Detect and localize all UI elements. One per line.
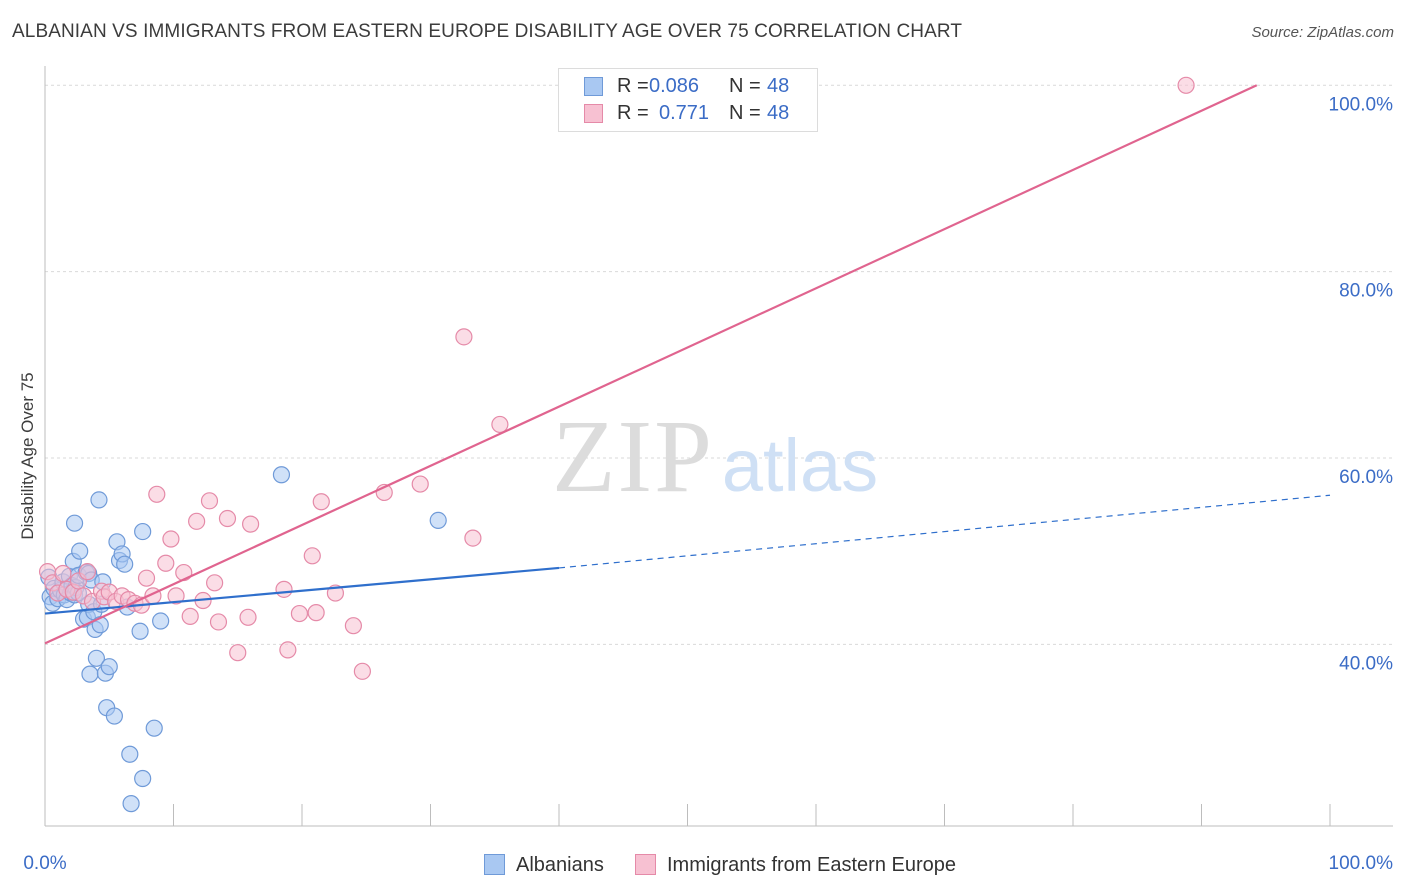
legend-n-label: N = (729, 102, 761, 124)
eastern-europe-point (137, 569, 156, 587)
albanians-point (91, 616, 109, 634)
legend-n-value: 48 (767, 102, 790, 124)
legend-r-value: 0.086 (649, 75, 700, 97)
watermark-atlas: atlas (722, 424, 878, 507)
albanians-point (122, 795, 140, 813)
watermark-zip: ZIP (552, 399, 714, 514)
x-tick-label: 100.0% (1329, 853, 1394, 874)
eastern-europe-trend-line (44, 84, 1258, 645)
eastern-europe-point (455, 328, 473, 346)
legend-swatch-albanians (584, 77, 603, 96)
tick-labels: 40.0% 60.0% 80.0% 100.0% 0.0% 100.0% Disabilit… (18, 94, 1393, 874)
albanians-trend-extension (558, 494, 1331, 569)
eastern-europe-point (353, 662, 371, 680)
albanians-point (152, 612, 170, 630)
albanians-point (429, 511, 447, 530)
x-tick-label: 0.0% (23, 853, 66, 874)
eastern-europe-point (344, 617, 362, 635)
albanians-point (81, 665, 99, 683)
eastern-europe-points (38, 76, 1195, 680)
eastern-europe-point (464, 529, 482, 547)
albanians-point (134, 769, 152, 788)
legend-stats: R = 0.086 N = 48 R = 0.771 N = 48 (558, 68, 818, 132)
eastern-europe-point (162, 530, 180, 548)
eastern-europe-point (157, 554, 175, 572)
legend-label-albanians: Albanians (516, 854, 604, 876)
eastern-europe-point (1177, 76, 1195, 94)
eastern-europe-point (218, 509, 237, 528)
albanians-trend-line (44, 566, 560, 615)
legend-swatch-albanians (484, 854, 505, 875)
legend-swatch-eastern-europe (635, 854, 656, 875)
legend-r-value: 0.771 (659, 102, 710, 124)
albanians-point (100, 658, 118, 676)
source-label: Source: ZipAtlas.com (1251, 24, 1394, 41)
albanians-point (145, 719, 163, 737)
eastern-europe-point (303, 547, 321, 565)
y-tick-label: 60.0% (1339, 467, 1393, 488)
albanians-points (40, 466, 447, 813)
eastern-europe-point (188, 512, 206, 530)
eastern-europe-point (411, 475, 429, 493)
watermark: ZIP atlas (552, 399, 878, 514)
eastern-europe-point (167, 587, 185, 605)
grid-lines (45, 84, 1393, 645)
eastern-europe-point (279, 641, 297, 659)
legend-r-label: R = (617, 102, 649, 124)
eastern-europe-point (239, 608, 257, 626)
y-axis-label: Disability Age Over 75 (18, 372, 37, 539)
eastern-europe-point (209, 613, 228, 631)
y-tick-label: 40.0% (1339, 653, 1393, 674)
eastern-europe-point (181, 607, 199, 625)
legend-n-label: N = (729, 75, 761, 97)
eastern-europe-point (200, 492, 219, 510)
legend-r-label: R = (617, 75, 649, 97)
albanians-point (71, 542, 89, 560)
chart-title: ALBANIAN VS IMMIGRANTS FROM EASTERN EURO… (12, 21, 963, 42)
eastern-europe-point (175, 563, 193, 582)
eastern-europe-point (54, 564, 72, 583)
albanians-point (134, 522, 152, 541)
eastern-europe-point (78, 563, 97, 581)
eastern-europe-point (290, 604, 309, 623)
eastern-europe-point (229, 644, 247, 662)
legend-swatch-eastern-europe (584, 104, 603, 123)
albanians-point (121, 745, 139, 763)
albanians-point (116, 555, 134, 573)
albanians-point (90, 491, 108, 509)
trend-lines (44, 84, 1331, 645)
legend-label-eastern-europe: Immigrants from Eastern Europe (667, 854, 956, 876)
albanians-point (105, 707, 123, 725)
albanians-point (87, 649, 106, 667)
eastern-europe-point (148, 485, 166, 503)
albanians-point (131, 622, 149, 640)
eastern-europe-point (275, 580, 293, 598)
y-tick-label: 100.0% (1329, 94, 1394, 115)
eastern-europe-point (491, 415, 509, 434)
legend-n-value: 48 (767, 75, 790, 97)
legend-series: Albanians Immigrants from Eastern Europe (0, 852, 1406, 878)
eastern-europe-point (312, 493, 330, 511)
eastern-europe-point (242, 515, 260, 533)
eastern-europe-point (206, 574, 224, 592)
albanians-point (272, 466, 291, 484)
axes (44, 66, 1393, 827)
albanians-point (65, 514, 84, 532)
y-tick-label: 80.0% (1339, 281, 1393, 302)
eastern-europe-point (307, 604, 325, 622)
